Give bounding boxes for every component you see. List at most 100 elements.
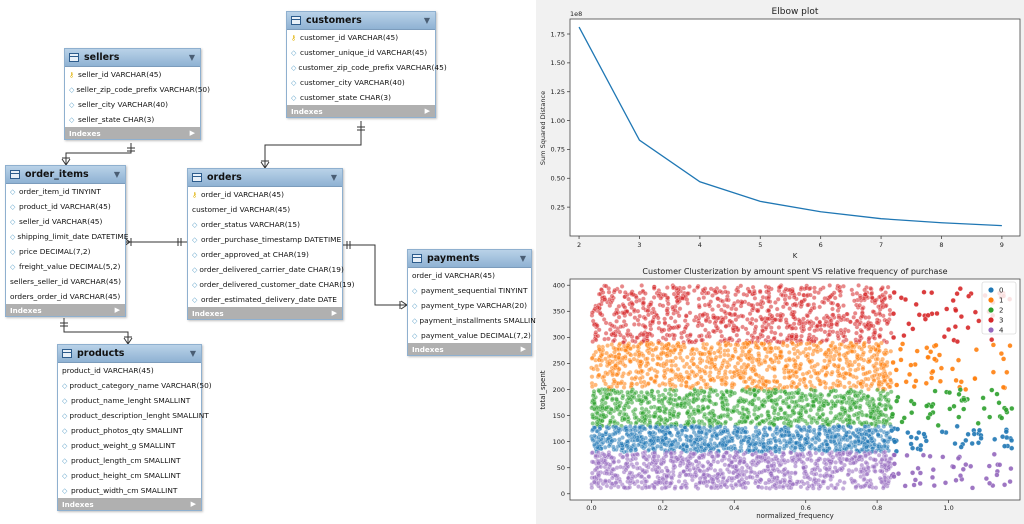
data-point	[922, 316, 928, 322]
column-row[interactable]: sellers_seller_id VARCHAR(45)	[6, 274, 125, 289]
column-diamond-icon: ◇	[192, 250, 198, 259]
data-point	[690, 356, 696, 361]
data-point	[932, 356, 938, 362]
column-row[interactable]: ◇ seller_zip_code_prefix VARCHAR(50)	[65, 82, 210, 97]
x-tick-label: 1.0	[943, 504, 953, 512]
column-row[interactable]: ◇ order_estimated_delivery_date DATE	[188, 292, 342, 307]
column-row[interactable]: ⚷ order_id VARCHAR(45)	[188, 187, 342, 202]
data-point	[628, 447, 634, 453]
data-point	[691, 465, 697, 471]
expand-arrow-icon[interactable]: ▶	[189, 129, 195, 137]
collapse-arrow-icon[interactable]: ▼	[423, 16, 430, 25]
collapse-arrow-icon[interactable]: ▼	[189, 349, 196, 358]
table-header[interactable]: products ▼	[58, 345, 201, 363]
data-point	[822, 358, 827, 364]
table-header[interactable]: orders ▼	[188, 169, 342, 187]
column-row[interactable]: ◇ order_delivered_carrier_date CHAR(19)	[188, 262, 344, 277]
indexes-section[interactable]: Indexes ▶	[188, 307, 342, 319]
table-customers[interactable]: customers ▼ ⚷ customer_id VARCHAR(45) ◇ cust…	[286, 11, 447, 118]
table-order-items[interactable]: order_items ▼ ◇ order_item_id TINYINT ◇ prod…	[5, 165, 128, 317]
table-payments[interactable]: payments ▼ order_id VARCHAR(45) ◇ payment_s…	[407, 249, 540, 356]
data-point	[841, 427, 847, 433]
column-row[interactable]: product_id VARCHAR(45)	[58, 363, 201, 378]
table-header[interactable]: order_items ▼	[6, 166, 125, 184]
column-row[interactable]: ◇ product_description_lenght SMALLINT	[58, 408, 209, 423]
column-diamond-icon: ◇	[10, 262, 16, 271]
data-point	[607, 327, 613, 332]
column-row[interactable]: ◇ customer_zip_code_prefix VARCHAR(45)	[287, 60, 447, 75]
table-orders[interactable]: orders ▼ ⚷ order_id VARCHAR(45) customer_id…	[187, 168, 354, 320]
collapse-arrow-icon[interactable]: ▼	[519, 254, 526, 263]
expand-arrow-icon[interactable]: ▶	[331, 309, 337, 317]
data-point	[592, 306, 598, 312]
data-point	[791, 346, 797, 352]
data-point	[739, 299, 745, 305]
table-sellers[interactable]: sellers ▼ ⚷ seller_id VARCHAR(45) ◇ seller_z…	[64, 48, 210, 140]
column-row[interactable]: ◇ price DECIMAL(7,2)	[6, 244, 125, 259]
data-point	[938, 365, 944, 371]
table-header[interactable]: payments ▼	[408, 250, 531, 268]
column-row[interactable]: ◇ payment_type VARCHAR(20)	[408, 298, 531, 313]
collapse-arrow-icon[interactable]: ▼	[113, 170, 120, 179]
indexes-section[interactable]: Indexes ▶	[408, 343, 531, 355]
table-icon	[62, 349, 72, 358]
column-row[interactable]: ◇ product_category_name VARCHAR(50)	[58, 378, 212, 393]
column-row[interactable]: ◇ product_id VARCHAR(45)	[6, 199, 125, 214]
column-row[interactable]: ◇ product_weight_g SMALLINT	[58, 438, 201, 453]
column-row[interactable]: ◇ product_height_cm SMALLINT	[58, 468, 201, 483]
column-row[interactable]: ◇ order_purchase_timestamp DATETIME	[188, 232, 342, 247]
indexes-section[interactable]: Indexes ▶	[65, 127, 200, 139]
expand-arrow-icon[interactable]: ▶	[114, 306, 120, 314]
column-row[interactable]: ◇ product_length_cm SMALLINT	[58, 453, 201, 468]
collapse-arrow-icon[interactable]: ▼	[330, 173, 337, 182]
column-row[interactable]: ◇ payment_installments SMALLINT	[408, 313, 540, 328]
data-point	[733, 349, 738, 354]
collapse-arrow-icon[interactable]: ▼	[188, 53, 195, 62]
y-tick-label: 150	[553, 412, 565, 420]
column-row[interactable]: ◇ product_photos_qty SMALLINT	[58, 423, 201, 438]
primary-key-icon: ⚷	[69, 70, 75, 79]
column-row[interactable]: ⚷ customer_id VARCHAR(45)	[287, 30, 435, 45]
table-header[interactable]: customers ▼	[287, 12, 435, 30]
column-row[interactable]: ◇ seller_id VARCHAR(45)	[6, 214, 125, 229]
column-row[interactable]: ◇ product_name_lenght SMALLINT	[58, 393, 201, 408]
column-row[interactable]: ◇ payment_sequential TINYINT	[408, 283, 531, 298]
column-row[interactable]: ◇ seller_state CHAR(3)	[65, 112, 200, 127]
data-point	[617, 341, 623, 347]
column-row[interactable]: ◇ product_width_cm SMALLINT	[58, 483, 201, 498]
x-tick-label: 6	[819, 241, 823, 249]
data-point	[739, 388, 745, 394]
data-point	[754, 433, 760, 439]
indexes-section[interactable]: Indexes ▶	[6, 304, 125, 316]
table-products[interactable]: products ▼ product_id VARCHAR(45) ◇ product…	[57, 344, 212, 511]
column-row[interactable]: ◇ customer_state CHAR(3)	[287, 90, 435, 105]
data-point	[798, 341, 804, 347]
indexes-section[interactable]: Indexes ▶	[287, 105, 435, 117]
expand-arrow-icon[interactable]: ▶	[190, 500, 196, 508]
column-row[interactable]: ◇ seller_city VARCHAR(40)	[65, 97, 200, 112]
column-row[interactable]: order_id VARCHAR(45)	[408, 268, 531, 283]
column-row[interactable]: ◇ payment_value DECIMAL(7,2)	[408, 328, 531, 343]
column-row[interactable]: ◇ order_status VARCHAR(15)	[188, 217, 342, 232]
data-point	[848, 319, 853, 325]
column-row[interactable]: customer_id VARCHAR(45)	[188, 202, 342, 217]
table-header[interactable]: sellers ▼	[65, 49, 200, 67]
data-point	[661, 327, 667, 333]
column-row[interactable]: ◇ shipping_limit_date DATETIME	[6, 229, 128, 244]
data-point	[604, 405, 610, 410]
column-row[interactable]: orders_order_id VARCHAR(45)	[6, 289, 125, 304]
data-point	[597, 347, 602, 352]
column-row[interactable]: ◇ customer_city VARCHAR(40)	[287, 75, 435, 90]
column-row[interactable]: ◇ customer_unique_id VARCHAR(45)	[287, 45, 435, 60]
data-point	[640, 305, 646, 311]
column-row[interactable]: ⚷ seller_id VARCHAR(45)	[65, 67, 200, 82]
column-row[interactable]: ◇ order_delivered_customer_date CHAR(19)	[188, 277, 354, 292]
column-row[interactable]: ◇ order_approved_at CHAR(19)	[188, 247, 342, 262]
expand-arrow-icon[interactable]: ▶	[520, 345, 526, 353]
data-point	[704, 341, 710, 347]
data-point	[801, 349, 806, 355]
indexes-section[interactable]: Indexes ▶	[58, 498, 201, 510]
column-row[interactable]: ◇ order_item_id TINYINT	[6, 184, 125, 199]
expand-arrow-icon[interactable]: ▶	[424, 107, 430, 115]
column-row[interactable]: ◇ freight_value DECIMAL(5,2)	[6, 259, 125, 274]
